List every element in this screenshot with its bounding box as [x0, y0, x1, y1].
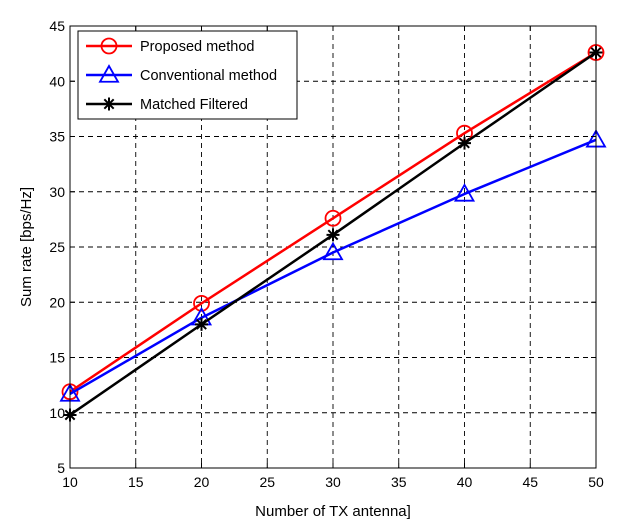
- y-tick-label: 45: [49, 18, 65, 34]
- x-tick-label: 45: [522, 474, 538, 490]
- legend: Proposed method Conventional method Matche…: [77, 30, 298, 120]
- legend-label: Matched Filtered: [140, 97, 248, 113]
- y-tick-label: 15: [49, 350, 65, 366]
- legend-label: Conventional method: [140, 68, 277, 84]
- x-tick-label: 50: [588, 474, 604, 490]
- x-tick-label: 35: [391, 474, 407, 490]
- x-tick-label: 15: [128, 474, 144, 490]
- y-tick-label: 10: [49, 405, 65, 421]
- legend-marker: [98, 64, 120, 83]
- data-point: [193, 294, 210, 312]
- data-point: [326, 228, 340, 242]
- x-tick-label: 10: [62, 474, 78, 490]
- series-0: [61, 44, 605, 401]
- y-tick-label: 5: [57, 460, 65, 476]
- legend-item: Matched Filtered: [86, 97, 248, 113]
- data-point: [453, 183, 476, 202]
- x-tick-label: 20: [194, 474, 210, 490]
- x-tick-label: 30: [325, 474, 341, 490]
- data-point: [195, 317, 208, 331]
- y-tick-label: 30: [49, 184, 65, 200]
- grid: [70, 26, 596, 468]
- legend-item: Proposed method: [86, 37, 254, 55]
- legend-marker: [102, 97, 116, 111]
- x-axis-label: Number of TX antenna]: [255, 503, 411, 520]
- legend-item: Conventional method: [86, 64, 277, 84]
- y-tick-label: 35: [49, 129, 65, 145]
- data-point: [324, 209, 342, 227]
- y-axis-label: Sum rate [bps/Hz]: [18, 187, 35, 307]
- data-point: [458, 136, 471, 150]
- series-line: [69, 138, 597, 396]
- y-tick-label: 25: [49, 239, 65, 255]
- legend-marker: [100, 37, 118, 55]
- data-point: [322, 241, 344, 261]
- y-tick-label: 40: [49, 73, 65, 89]
- legend-label: Proposed method: [140, 39, 254, 55]
- series-line: [69, 51, 597, 393]
- x-tick-label: 40: [457, 474, 473, 490]
- y-tick-label: 20: [49, 294, 65, 310]
- x-tick-label: 25: [259, 474, 275, 490]
